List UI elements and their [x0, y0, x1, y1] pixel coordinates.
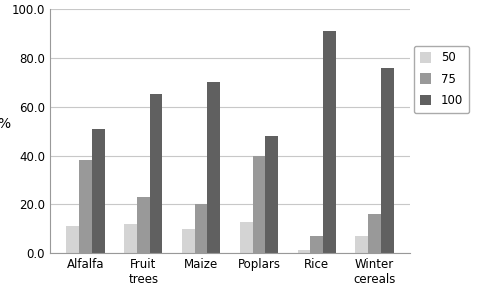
- Legend: 50, 75, 100: 50, 75, 100: [414, 46, 469, 113]
- Bar: [194, 204, 207, 253]
- Bar: [368, 214, 381, 253]
- Bar: [381, 68, 394, 253]
- Bar: [310, 236, 323, 253]
- Bar: [79, 160, 92, 253]
- Bar: [208, 82, 220, 253]
- Bar: [356, 236, 368, 253]
- Bar: [137, 197, 149, 253]
- Bar: [92, 129, 104, 253]
- Bar: [252, 156, 266, 253]
- Bar: [182, 229, 194, 253]
- Bar: [66, 226, 79, 253]
- Bar: [124, 224, 137, 253]
- Bar: [240, 221, 252, 253]
- Bar: [298, 250, 310, 253]
- Bar: [150, 94, 162, 253]
- Bar: [323, 31, 336, 253]
- Y-axis label: %: %: [0, 117, 10, 131]
- Bar: [266, 136, 278, 253]
